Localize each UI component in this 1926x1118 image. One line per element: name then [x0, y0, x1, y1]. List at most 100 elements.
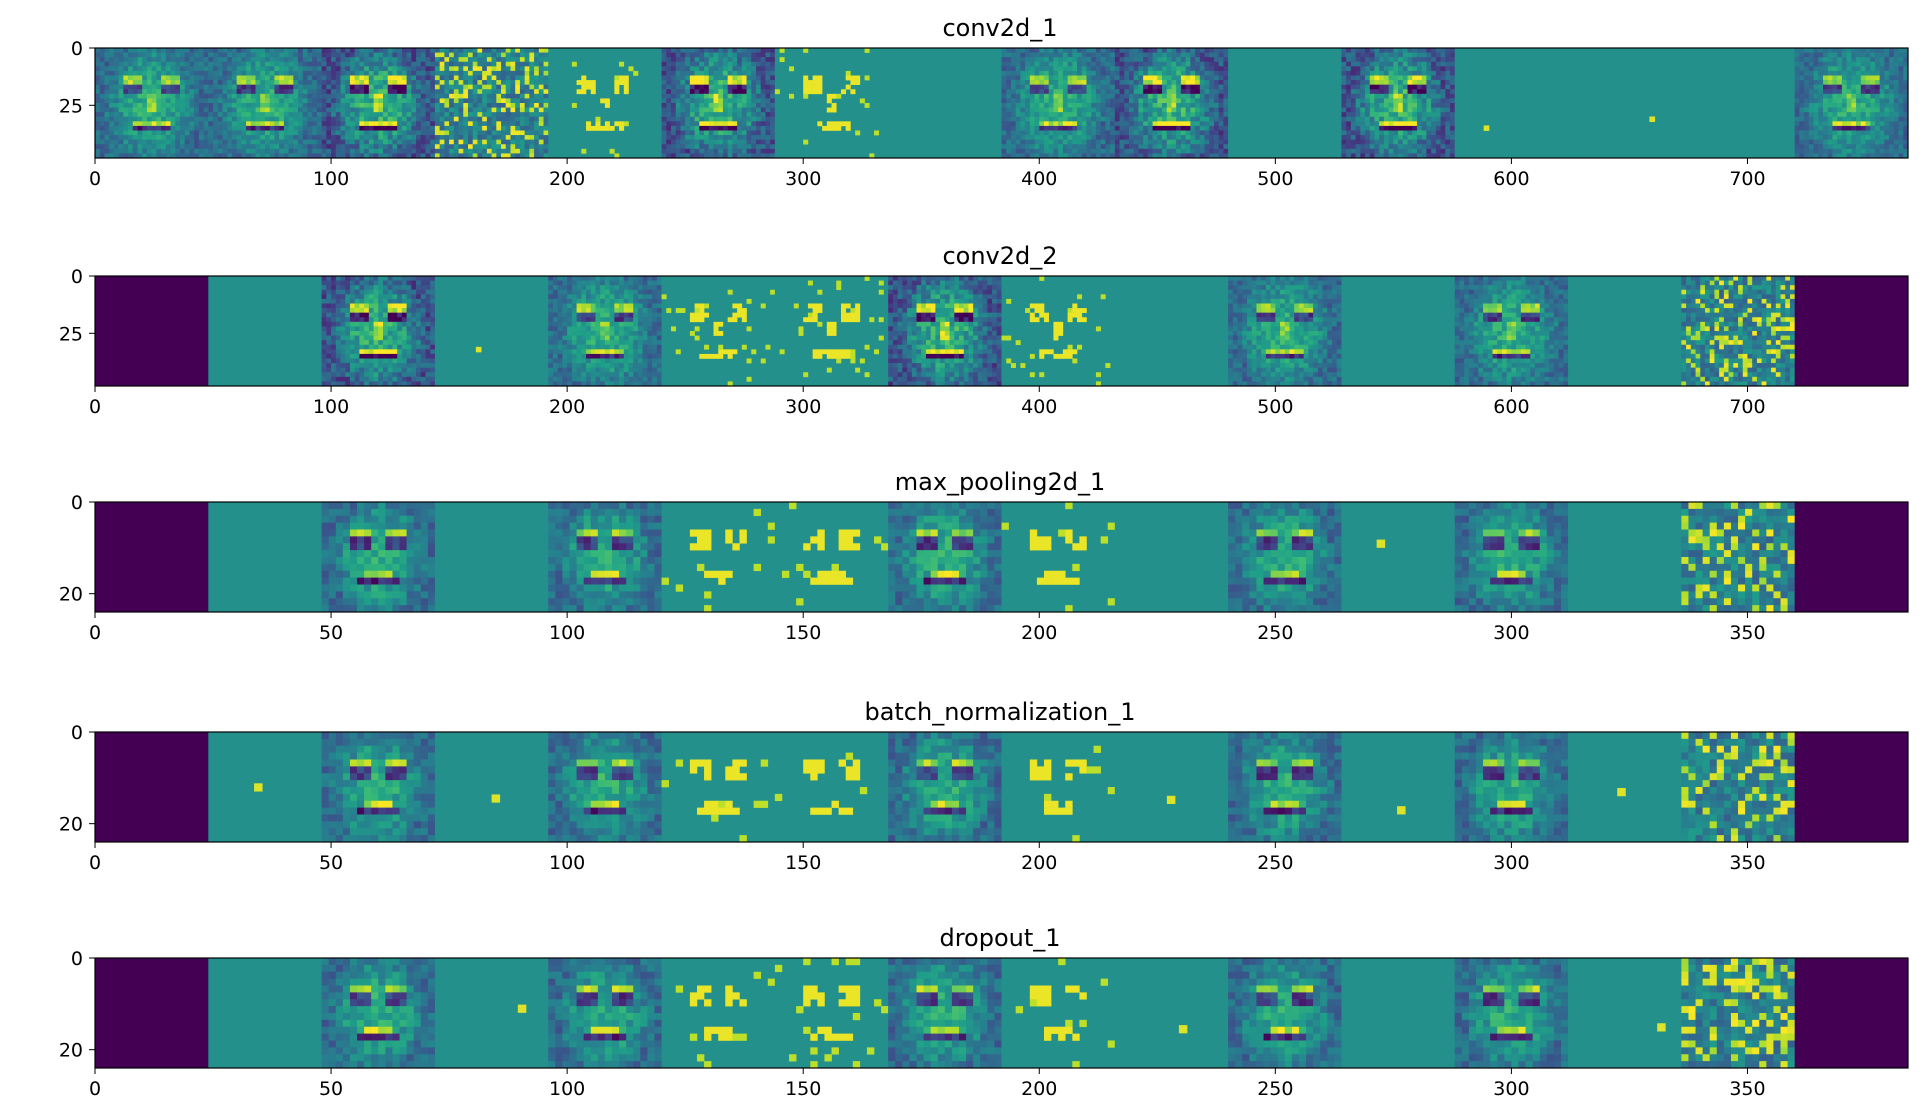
tile-cell [1568, 48, 1682, 158]
tile-cell [1185, 116, 1191, 122]
tile-cell [671, 116, 677, 122]
tile-cell [113, 80, 119, 85]
tile-cell [99, 48, 105, 53]
tile-cell [213, 139, 219, 145]
tile-cell [1048, 125, 1054, 131]
tile-cell [704, 144, 710, 150]
tile-cell [501, 80, 507, 85]
tile-cell [722, 139, 728, 145]
tile-cell [472, 75, 478, 81]
tile-cell [142, 139, 148, 145]
tile-cell [203, 52, 209, 58]
tile-cell [1043, 148, 1050, 154]
tile-cell [1445, 153, 1451, 159]
tile-cell [685, 153, 691, 159]
tile-cell [1412, 135, 1418, 140]
tile-cell [1223, 98, 1229, 104]
tile-cell [1119, 93, 1125, 99]
tile-cell [538, 89, 544, 95]
tile-cell [302, 89, 308, 95]
tile-cell [689, 125, 695, 131]
tile-cell [1870, 61, 1876, 67]
tile-cell [439, 144, 445, 150]
tile-cell [354, 112, 360, 118]
tile-cell [397, 66, 403, 72]
tile-cell [1190, 57, 1196, 63]
tile-cell [1218, 75, 1224, 81]
tile-cell [198, 121, 204, 127]
tile-cell [203, 61, 209, 67]
tile-cell [1067, 57, 1073, 63]
tile-cell [732, 84, 738, 90]
tile-cell [538, 107, 544, 113]
tile-cell [1171, 80, 1177, 85]
tile-cell [1091, 93, 1097, 99]
tile-cell [189, 130, 195, 136]
tile-cell [335, 139, 341, 145]
tile-cell [765, 130, 771, 136]
tile-cell [354, 130, 360, 136]
tile-cell [1383, 75, 1389, 81]
tile-cell [434, 130, 440, 136]
tile-cell [529, 107, 535, 113]
tile-cell [1114, 125, 1120, 131]
tile-cell [255, 148, 261, 154]
tile-cell [661, 98, 667, 104]
tile-cell [444, 89, 450, 95]
tile-cell [203, 116, 209, 122]
tile-cell [123, 148, 129, 154]
tile-cell [689, 135, 695, 140]
tile-cell [1823, 84, 1829, 90]
tile-cell [519, 57, 525, 63]
tile-cell [1398, 80, 1404, 85]
tile-cell [179, 66, 186, 72]
tile-cell [1860, 80, 1866, 85]
tile-cell [1029, 98, 1035, 104]
tile-cell [1124, 70, 1130, 76]
tile-cell [623, 80, 629, 85]
tile-cell [1077, 103, 1083, 108]
tile-cell [741, 89, 747, 95]
tile-cell [538, 121, 544, 127]
tile-cell [99, 135, 105, 140]
tile-cell [189, 112, 195, 118]
tile-cell [694, 103, 700, 108]
tile-cell [496, 57, 502, 63]
tile-cell [713, 153, 719, 159]
tile-cell [349, 135, 355, 140]
tile-cell [685, 66, 691, 72]
tile-cell [1067, 125, 1073, 131]
tile-cell [1133, 57, 1139, 63]
tile-cell [1379, 48, 1385, 53]
tile-cell [316, 139, 322, 145]
tile-cell [307, 48, 313, 53]
tile-cell [671, 84, 677, 90]
tile-cell [1091, 125, 1097, 131]
tile-cell [486, 121, 492, 127]
tile-cell [1350, 103, 1356, 108]
tile-cell [713, 66, 719, 72]
tile-cell [227, 75, 233, 81]
tile-cell [1421, 107, 1427, 113]
tile-cell [378, 144, 384, 150]
tile-cell [458, 75, 464, 81]
tile-cell [1431, 75, 1437, 81]
tile-cell [279, 80, 285, 85]
tile-cell [1095, 57, 1101, 63]
tile-cell [1204, 144, 1210, 150]
tile-cell [1445, 48, 1451, 53]
tile-cell [1379, 135, 1385, 140]
tile-cell [392, 80, 398, 85]
tile-cell [1072, 139, 1078, 145]
tile-cell [198, 107, 204, 113]
tile-cell [260, 84, 266, 90]
tile-cell [1218, 148, 1224, 154]
tile-cell [420, 135, 426, 140]
tile-cell [534, 89, 540, 95]
tile-cell [128, 107, 134, 113]
tile-cell [118, 144, 124, 150]
tile-cell [368, 103, 374, 108]
tile-cell [590, 80, 596, 85]
tile-cell [1058, 107, 1064, 113]
tile-cell [746, 112, 752, 118]
